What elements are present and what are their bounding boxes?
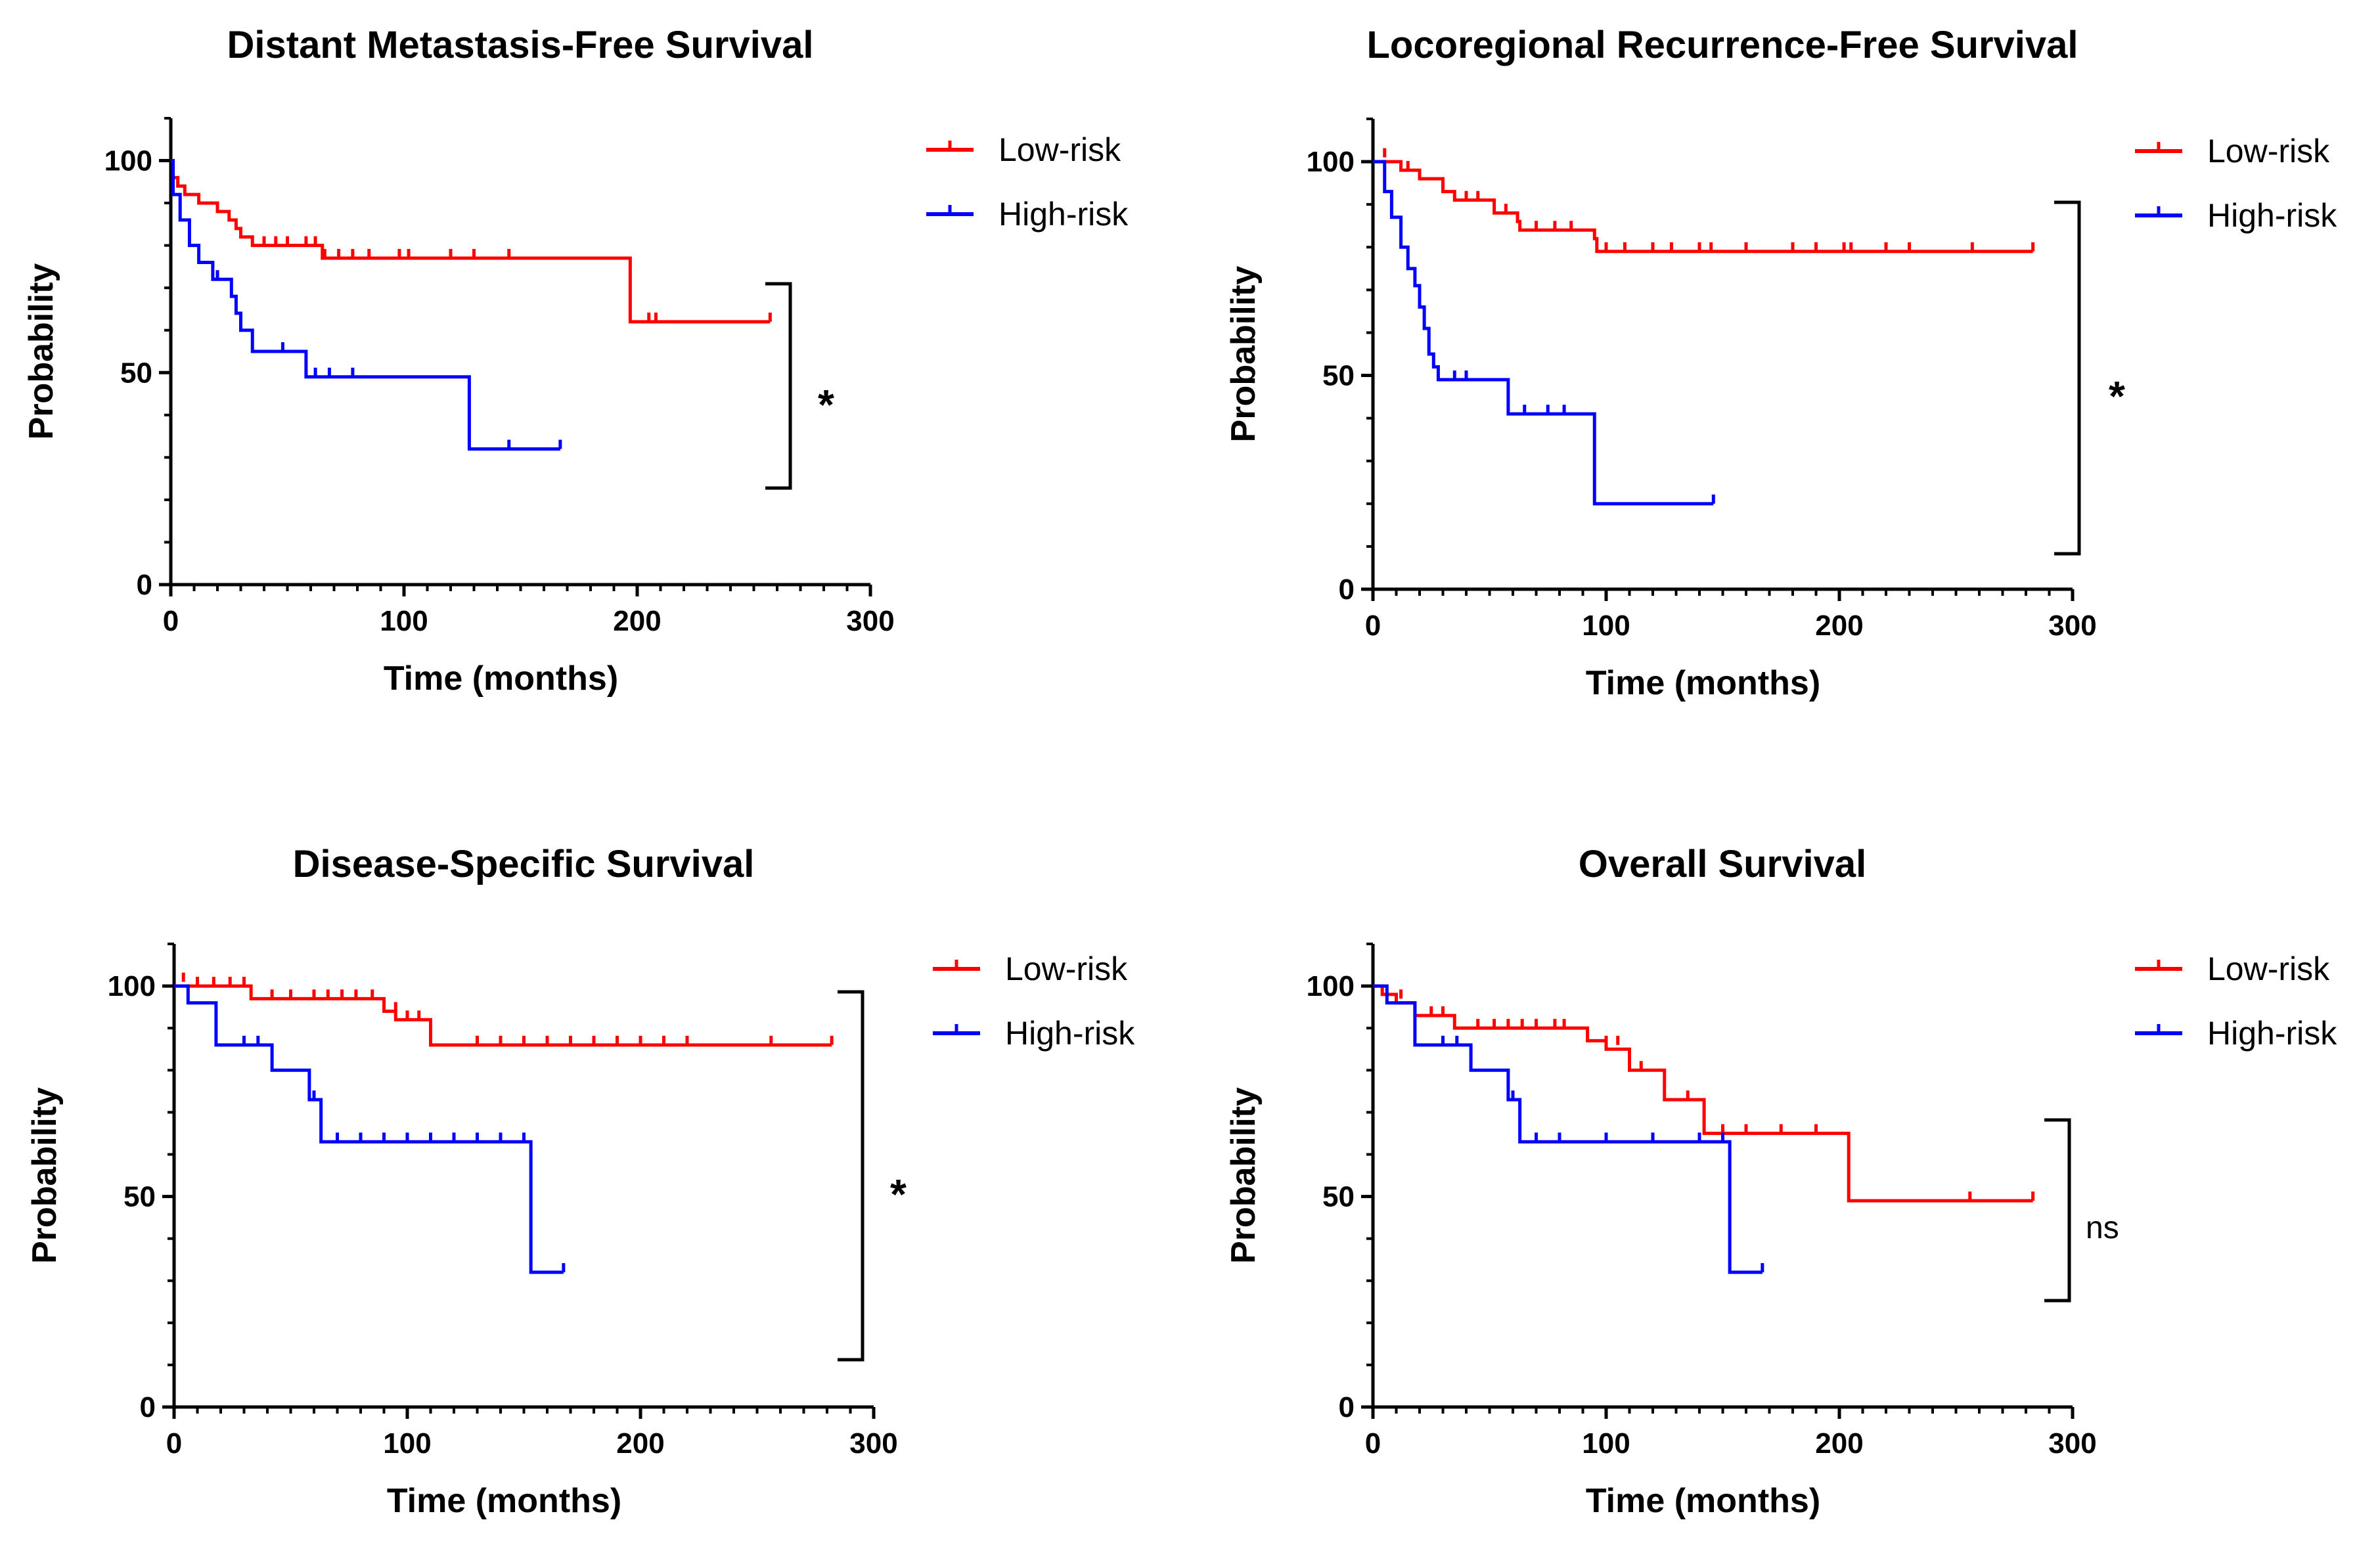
km-curve-low-risk [1373,160,2033,254]
y-tick-label: 50 [1322,1181,1355,1213]
x-tick-label: 200 [1815,610,1863,642]
x-axis-label: Time (months) [387,1482,621,1520]
y-tick-label: 50 [1322,360,1355,392]
x-tick-label: 100 [1582,610,1630,642]
chart-panel-4: Overall Survival 0 50 100 0 100 200 300 Time (mo… [1224,843,2337,1520]
significance-bracket [838,990,864,1362]
y-tick-label: 0 [1339,1391,1355,1423]
x-tick-label: 300 [2048,1427,2096,1460]
km-curve-high-risk [1373,984,1763,1274]
significance-bracket [2044,1118,2071,1303]
chart-panel-3: Disease-Specific Survival 0 50 100 0 100 200 30… [26,843,1135,1520]
chart-title: Distant Metastasis-Free Survival [227,24,814,66]
series-low-risk [171,159,772,324]
x-tick-label: 0 [1365,610,1381,642]
chart-panel-1: Distant Metastasis-Free Survival 0 50 100 0 1… [22,24,1129,698]
legend-label: High-risk [1005,1015,1135,1052]
chart-title: Overall Survival [1579,843,1866,885]
significance-label: * [2109,372,2125,420]
y-axis-label: Probability [26,1087,64,1264]
legend-label: Low-risk [2207,950,2330,987]
y-tick-label: 100 [1307,970,1355,1002]
x-tick-label: 200 [616,1427,664,1460]
series-low-risk [1373,984,2035,1203]
legend-label: Low-risk [2207,133,2330,169]
legend-label: High-risk [999,196,1129,233]
chart-panel-2: Locoregional Recurrence-Free Survival 0 50… [1224,24,2337,702]
y-tick-label: 100 [108,970,156,1002]
y-tick-label: 100 [104,145,152,177]
x-tick-label: 300 [846,605,894,637]
legend-label: High-risk [2207,197,2337,234]
x-tick-label: 0 [1365,1427,1381,1460]
x-tick-label: 0 [166,1427,182,1460]
x-tick-label: 300 [2048,610,2096,642]
km-curve-low-risk [171,159,771,324]
significance-bracket [2054,200,2081,556]
series-high-risk [1373,160,1715,506]
y-tick-label: 50 [123,1181,156,1213]
km-curve-low-risk [1373,984,2033,1203]
x-tick-label: 200 [1815,1427,1863,1460]
km-curve-high-risk [171,159,560,451]
chart-title: Disease-Specific Survival [293,843,755,885]
series-high-risk [171,159,562,451]
km-curve-low-risk [174,984,832,1047]
x-tick-label: 300 [849,1427,897,1460]
x-tick-label: 0 [163,605,179,637]
legend-label: High-risk [2207,1015,2337,1052]
chart-title: Locoregional Recurrence-Free Survival [1366,24,2078,66]
x-axis-label: Time (months) [384,659,618,698]
x-axis-label: Time (months) [1586,664,1820,702]
significance-bracket [765,282,792,490]
y-tick-label: 0 [1339,573,1355,606]
y-tick-label: 0 [137,569,152,601]
y-axis-label: Probability [1224,266,1263,443]
x-tick-label: 200 [613,605,661,637]
km-curve-high-risk [174,984,564,1274]
significance-label: * [890,1171,907,1218]
x-tick-label: 100 [383,1427,431,1460]
series-low-risk [174,972,834,1047]
series-high-risk [1373,984,1764,1274]
km-curve-high-risk [1373,160,1714,506]
y-tick-label: 100 [1307,146,1355,178]
significance-label: * [818,381,834,428]
legend-label: Low-risk [999,131,1121,168]
x-tick-label: 100 [380,605,428,637]
series-high-risk [174,984,566,1274]
legend-label: Low-risk [1005,950,1128,987]
x-axis-label: Time (months) [1586,1482,1820,1520]
y-axis-label: Probability [22,263,60,440]
series-low-risk [1373,148,2035,254]
y-tick-label: 50 [120,357,152,389]
x-tick-label: 100 [1582,1427,1630,1460]
y-axis-label: Probability [1224,1087,1263,1264]
significance-label: ns [2086,1211,2119,1245]
y-tick-label: 0 [140,1391,156,1423]
